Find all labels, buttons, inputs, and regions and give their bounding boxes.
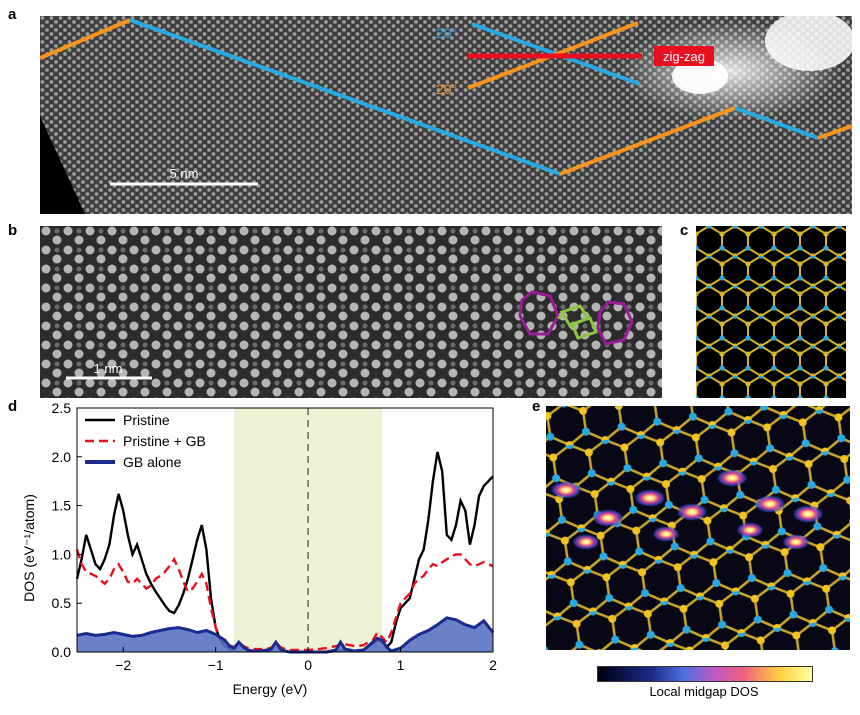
panel-a-bright-spot-2 bbox=[672, 58, 728, 94]
gb-orange-segment-1 bbox=[40, 18, 131, 60]
x-tick-label: 0 bbox=[304, 657, 312, 673]
angle-top-label: 20° bbox=[436, 25, 457, 41]
defect-octagon-right bbox=[569, 316, 599, 340]
panel-a-stm-image: 20° 20° zig-zag 5 nm bbox=[40, 16, 852, 214]
chart-xlabel: Energy (eV) bbox=[233, 681, 308, 697]
panel-c-svg bbox=[696, 226, 846, 398]
series-line-3 bbox=[76, 616, 495, 654]
midgap-colorbar bbox=[597, 666, 813, 682]
gb-orange-segment-3 bbox=[817, 124, 852, 140]
panel-a-svg: 20° 20° zig-zag 5 nm bbox=[40, 16, 852, 214]
scale-bar-a-label: 5 nm bbox=[170, 166, 199, 181]
panel-b-svg: 1 nm bbox=[40, 226, 662, 398]
panel-e-lattice bbox=[546, 406, 850, 650]
panel-label-c: c bbox=[680, 222, 689, 239]
x-tick-label: 1 bbox=[397, 657, 405, 673]
defect-heptagon-left bbox=[518, 290, 560, 336]
y-tick-label: 2.0 bbox=[52, 449, 72, 465]
panel-label-d: d bbox=[8, 398, 18, 415]
panel-label-e: e bbox=[532, 398, 541, 415]
panel-a-bright-spot bbox=[765, 16, 852, 71]
y-tick-label: 1.5 bbox=[52, 498, 72, 514]
y-tick-label: 0.0 bbox=[52, 644, 72, 660]
panel-c-atomic-model bbox=[696, 226, 846, 398]
gb-orange-segment-2 bbox=[559, 106, 736, 176]
y-tick-label: 2.5 bbox=[52, 400, 72, 416]
gb-blue-segment-1 bbox=[129, 18, 561, 176]
panel-a-dark-corner bbox=[40, 116, 85, 214]
panel-b-stm-image: 1 nm bbox=[40, 226, 662, 398]
panel-c-lattice bbox=[696, 226, 846, 398]
gb-blue-segment-2 bbox=[734, 106, 819, 140]
series-fill-3 bbox=[77, 617, 493, 652]
chart-frame bbox=[76, 407, 494, 653]
legend-label: Pristine + GB bbox=[123, 433, 206, 449]
y-tick-label: 0.5 bbox=[52, 595, 72, 611]
panel-e-svg bbox=[546, 406, 850, 650]
legend-label: GB alone bbox=[123, 454, 182, 470]
panel-b-lattice bbox=[40, 226, 662, 398]
defect-heptagon-right bbox=[596, 300, 634, 346]
x-tick-label: 2 bbox=[489, 657, 497, 673]
scale-bar-b-label: 1 nm bbox=[94, 361, 123, 376]
panel-label-a: a bbox=[8, 6, 17, 23]
zigzag-label-box bbox=[654, 46, 714, 66]
dos-chart-svg: Energy (eV) DOS (eV⁻¹/atom) −2 −1 0 1 2 0.0 0.… bbox=[21, 400, 497, 697]
panel-e-ldos-map bbox=[546, 406, 850, 650]
x-tick-label: −2 bbox=[115, 657, 131, 673]
midgap-colorbar-label: Local midgap DOS bbox=[649, 684, 759, 699]
defect-link-1 bbox=[557, 314, 563, 320]
y-tick-label: 1.0 bbox=[52, 546, 72, 562]
ldos-hotspots bbox=[550, 469, 824, 550]
panel-label-b: b bbox=[8, 222, 18, 239]
panel-d-dos-chart: Energy (eV) DOS (eV⁻¹/atom) −2 −1 0 1 2 0.0 0.… bbox=[0, 400, 520, 712]
zigzag-label: zig-zag bbox=[663, 49, 705, 64]
legend-label: Pristine bbox=[123, 412, 170, 428]
angle-bottom-label: 20° bbox=[436, 81, 457, 97]
x-tick-label: −1 bbox=[208, 657, 224, 673]
chart-ylabel: DOS (eV⁻¹/atom) bbox=[21, 494, 37, 602]
